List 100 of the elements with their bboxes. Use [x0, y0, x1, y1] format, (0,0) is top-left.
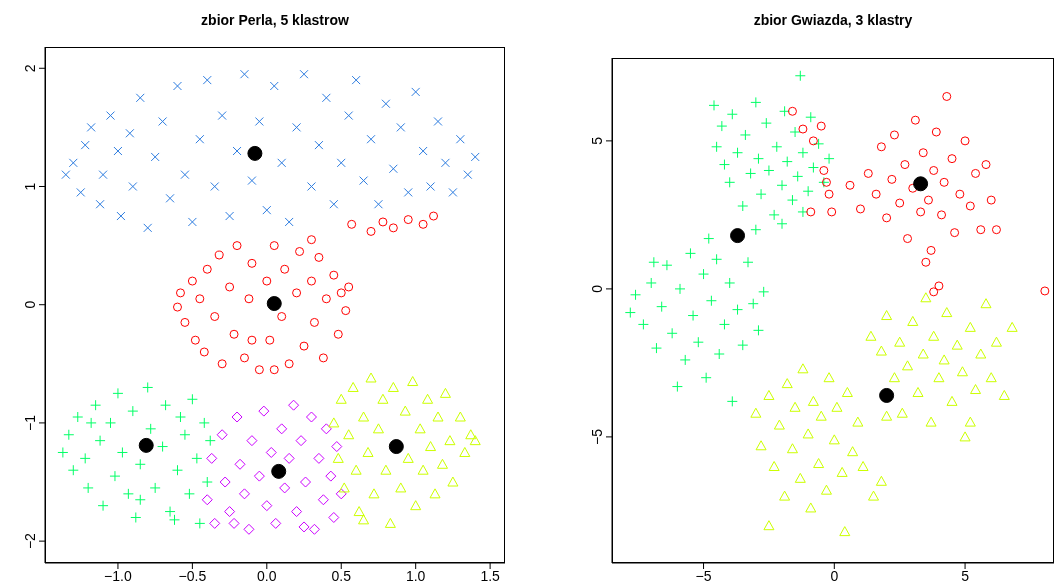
point	[130, 511, 142, 523]
point	[86, 122, 96, 132]
x-tick-label: 5	[961, 567, 970, 584]
point	[429, 211, 439, 221]
point	[896, 407, 908, 418]
point	[823, 372, 835, 383]
point	[863, 168, 873, 178]
point	[195, 134, 205, 144]
point	[134, 458, 146, 470]
point	[318, 353, 328, 363]
point	[373, 199, 383, 209]
point	[225, 211, 235, 221]
point	[426, 181, 436, 191]
point	[76, 187, 86, 197]
point	[359, 176, 369, 186]
point	[433, 116, 443, 126]
point	[805, 502, 817, 513]
point	[116, 446, 128, 458]
point	[320, 423, 332, 435]
point	[265, 446, 277, 458]
point	[917, 348, 929, 359]
point	[277, 158, 287, 168]
point	[217, 111, 227, 121]
x-tick-label: 0	[830, 567, 839, 584]
point	[198, 417, 210, 429]
point	[403, 187, 413, 197]
point	[916, 207, 926, 217]
point	[411, 87, 421, 97]
point	[946, 395, 958, 406]
point	[283, 452, 295, 464]
point	[331, 441, 343, 453]
point	[90, 399, 102, 411]
point	[172, 302, 182, 312]
point	[908, 183, 918, 193]
point	[262, 205, 272, 215]
point	[142, 381, 154, 393]
point	[276, 423, 288, 435]
point	[773, 419, 785, 430]
x-tick-label: 1.0	[405, 567, 426, 584]
point	[816, 121, 826, 131]
point	[797, 363, 809, 374]
point	[964, 321, 976, 332]
point	[377, 393, 389, 404]
point	[798, 124, 808, 134]
point	[63, 429, 75, 441]
point	[134, 494, 146, 506]
point	[871, 189, 881, 199]
point	[923, 195, 933, 205]
point	[879, 387, 895, 403]
point	[202, 264, 212, 274]
point	[164, 506, 176, 518]
y-tick-label: −5	[589, 428, 605, 445]
point	[187, 276, 197, 286]
point	[384, 517, 396, 528]
point	[937, 210, 947, 220]
point	[98, 170, 108, 180]
point	[113, 146, 123, 156]
point	[750, 407, 762, 418]
point	[135, 93, 145, 103]
point	[975, 348, 987, 359]
point	[187, 217, 197, 227]
point	[295, 435, 307, 447]
point	[329, 199, 339, 209]
point	[219, 476, 231, 488]
point	[950, 228, 960, 238]
point	[465, 429, 477, 440]
point	[344, 111, 354, 121]
point	[951, 339, 963, 350]
point	[425, 441, 437, 452]
point	[836, 466, 848, 477]
point	[309, 317, 319, 327]
point	[929, 165, 939, 175]
point	[328, 417, 340, 428]
point	[224, 506, 236, 518]
point	[976, 225, 986, 235]
point	[388, 223, 398, 233]
point	[942, 91, 952, 101]
point	[828, 434, 840, 445]
point	[985, 372, 997, 383]
point	[366, 134, 376, 144]
point	[787, 106, 797, 116]
point	[763, 389, 775, 400]
point	[266, 296, 282, 312]
point	[998, 389, 1010, 400]
point	[258, 405, 270, 417]
point	[125, 128, 135, 138]
point	[194, 517, 206, 529]
point	[907, 315, 919, 326]
point	[444, 435, 456, 446]
point	[463, 170, 473, 180]
point	[358, 411, 370, 422]
point	[929, 287, 939, 297]
point	[396, 122, 406, 132]
point	[779, 490, 791, 501]
point	[288, 399, 300, 411]
point	[238, 488, 250, 500]
point	[175, 288, 185, 298]
point	[247, 335, 257, 345]
point	[378, 217, 388, 227]
point	[253, 470, 265, 482]
